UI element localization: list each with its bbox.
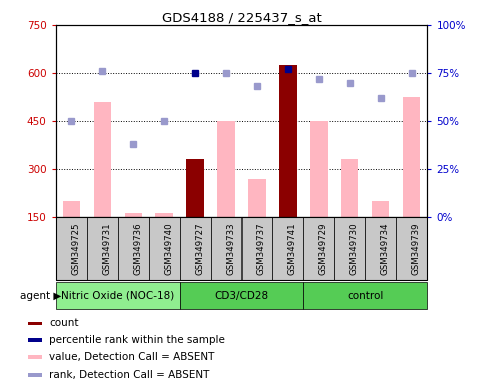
- Bar: [341, 159, 358, 217]
- Bar: [303, 217, 334, 280]
- Bar: [272, 217, 303, 280]
- Bar: [28, 338, 42, 342]
- Bar: [28, 356, 42, 359]
- Text: Nitric Oxide (NOC-18): Nitric Oxide (NOC-18): [61, 291, 174, 301]
- Bar: [28, 321, 42, 325]
- Bar: [94, 102, 111, 217]
- Bar: [56, 282, 180, 309]
- Bar: [335, 217, 366, 280]
- Text: GSM349734: GSM349734: [381, 222, 390, 275]
- Bar: [311, 121, 327, 217]
- Title: GDS4188 / 225437_s_at: GDS4188 / 225437_s_at: [162, 11, 321, 24]
- Bar: [186, 159, 203, 217]
- Bar: [366, 217, 397, 280]
- Text: GSM349725: GSM349725: [71, 222, 80, 275]
- Bar: [56, 217, 86, 280]
- Bar: [217, 121, 235, 217]
- Text: count: count: [49, 318, 79, 328]
- Bar: [211, 217, 242, 280]
- Text: GSM349736: GSM349736: [133, 222, 142, 275]
- Text: GSM349733: GSM349733: [226, 222, 235, 275]
- Text: value, Detection Call = ABSENT: value, Detection Call = ABSENT: [49, 353, 214, 362]
- Text: GSM349737: GSM349737: [257, 222, 266, 275]
- Bar: [242, 217, 272, 280]
- Bar: [28, 373, 42, 377]
- Text: CD3/CD28: CD3/CD28: [214, 291, 269, 301]
- Text: rank, Detection Call = ABSENT: rank, Detection Call = ABSENT: [49, 370, 210, 380]
- Text: control: control: [347, 291, 384, 301]
- Bar: [180, 282, 303, 309]
- Bar: [149, 217, 180, 280]
- Text: GSM349740: GSM349740: [164, 222, 173, 275]
- Bar: [125, 213, 142, 217]
- Bar: [117, 217, 149, 280]
- Text: GSM349739: GSM349739: [412, 222, 421, 275]
- Text: GSM349741: GSM349741: [288, 222, 297, 275]
- Text: agent ▶: agent ▶: [20, 291, 62, 301]
- Text: GSM349731: GSM349731: [102, 222, 111, 275]
- Bar: [56, 217, 427, 280]
- Text: GSM349727: GSM349727: [195, 222, 204, 275]
- Text: GSM349730: GSM349730: [350, 222, 359, 275]
- Bar: [372, 201, 389, 217]
- Bar: [62, 201, 80, 217]
- Bar: [248, 179, 266, 217]
- Bar: [156, 213, 172, 217]
- Text: GSM349729: GSM349729: [319, 222, 328, 275]
- Bar: [303, 282, 427, 309]
- Bar: [86, 217, 117, 280]
- Bar: [403, 97, 421, 217]
- Bar: [280, 65, 297, 217]
- Bar: [180, 217, 211, 280]
- Text: percentile rank within the sample: percentile rank within the sample: [49, 335, 225, 345]
- Bar: [397, 217, 427, 280]
